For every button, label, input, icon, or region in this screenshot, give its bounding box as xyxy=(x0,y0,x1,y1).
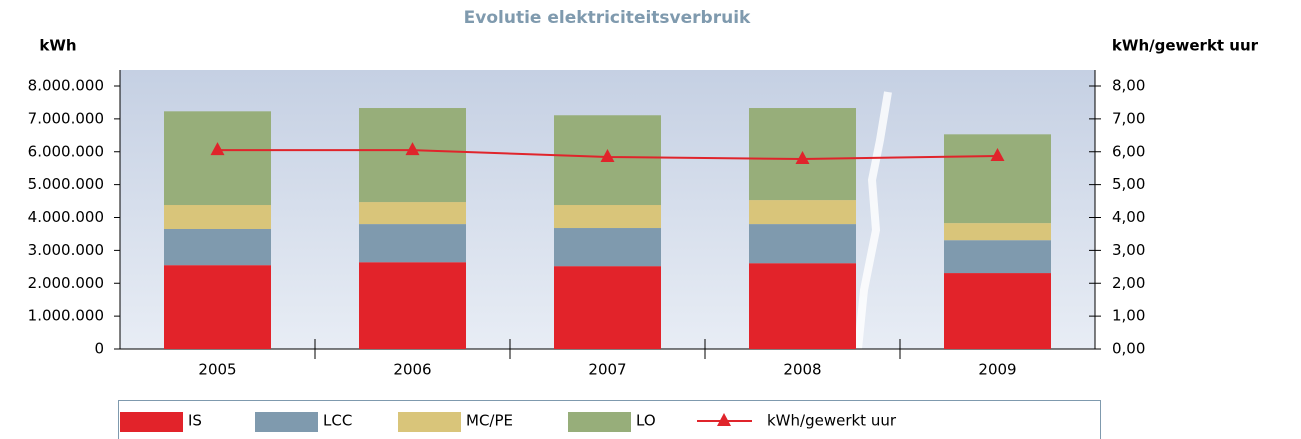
y2-tick-label: 2,00 xyxy=(1112,274,1145,292)
legend-swatch xyxy=(398,412,461,432)
legend-label: kWh/gewerkt uur xyxy=(767,412,897,430)
x-tick-label: 2009 xyxy=(978,361,1016,379)
y2-tick-label: 1,00 xyxy=(1112,307,1145,325)
x-tick-label: 2008 xyxy=(783,361,821,379)
legend-label: LCC xyxy=(323,412,352,430)
y2-tick-label: 0,00 xyxy=(1112,340,1145,358)
y2-tick-label: 7,00 xyxy=(1112,109,1145,127)
chart: Evolutie elektriciteitsverbruik kWh kWh/… xyxy=(0,0,1301,439)
bar-segment xyxy=(554,205,661,228)
bar-segment xyxy=(749,263,856,349)
bar-segment xyxy=(359,224,466,262)
y-tick-label: 4.000.000 xyxy=(28,208,104,226)
bar-segment xyxy=(944,273,1051,349)
y-tick-label: 5.000.000 xyxy=(28,175,104,193)
legend-swatch xyxy=(255,412,318,432)
y2-tick-label: 8,00 xyxy=(1112,77,1145,95)
x-tick-label: 2007 xyxy=(588,361,626,379)
y-tick-label: 2.000.000 xyxy=(28,274,104,292)
y-axis-title: kWh xyxy=(39,37,76,55)
page: {"chart_data": { "type": "bar", "stacked… xyxy=(0,0,1301,439)
bar-segment xyxy=(164,229,271,265)
y-tick-label: 6.000.000 xyxy=(28,142,104,160)
y-tick-label: 8.000.000 xyxy=(28,77,104,95)
bar-segment xyxy=(164,265,271,349)
bar-segment xyxy=(554,266,661,349)
legend-swatch xyxy=(120,412,183,432)
bar-segment xyxy=(749,200,856,224)
y-tick-label: 7.000.000 xyxy=(28,109,104,127)
y-tick-label: 0 xyxy=(94,340,104,358)
bar-segment xyxy=(944,223,1051,240)
y2-tick-label: 4,00 xyxy=(1112,208,1145,226)
y2-axis-title: kWh/gewerkt uur xyxy=(1112,37,1259,55)
bar-segment xyxy=(359,262,466,349)
bar-segment xyxy=(554,228,661,266)
y2-tick-label: 6,00 xyxy=(1112,142,1145,160)
legend-label: LO xyxy=(636,412,656,430)
bar-segment xyxy=(164,205,271,229)
bar-segment xyxy=(164,111,271,205)
y-tick-label: 3.000.000 xyxy=(28,241,104,259)
y-tick-label: 1.000.000 xyxy=(28,307,104,325)
legend-swatch xyxy=(568,412,631,432)
y2-tick-label: 3,00 xyxy=(1112,241,1145,259)
x-tick-label: 2006 xyxy=(393,361,431,379)
x-tick-label: 2005 xyxy=(198,361,236,379)
bar-segment xyxy=(359,202,466,224)
bar-segment xyxy=(944,134,1051,223)
bar-segment xyxy=(944,240,1051,273)
bar-segment xyxy=(749,224,856,263)
chart-title: Evolutie elektriciteitsverbruik xyxy=(464,8,751,28)
y2-tick-label: 5,00 xyxy=(1112,175,1145,193)
legend-label: IS xyxy=(188,412,202,430)
legend-label: MC/PE xyxy=(466,412,513,430)
